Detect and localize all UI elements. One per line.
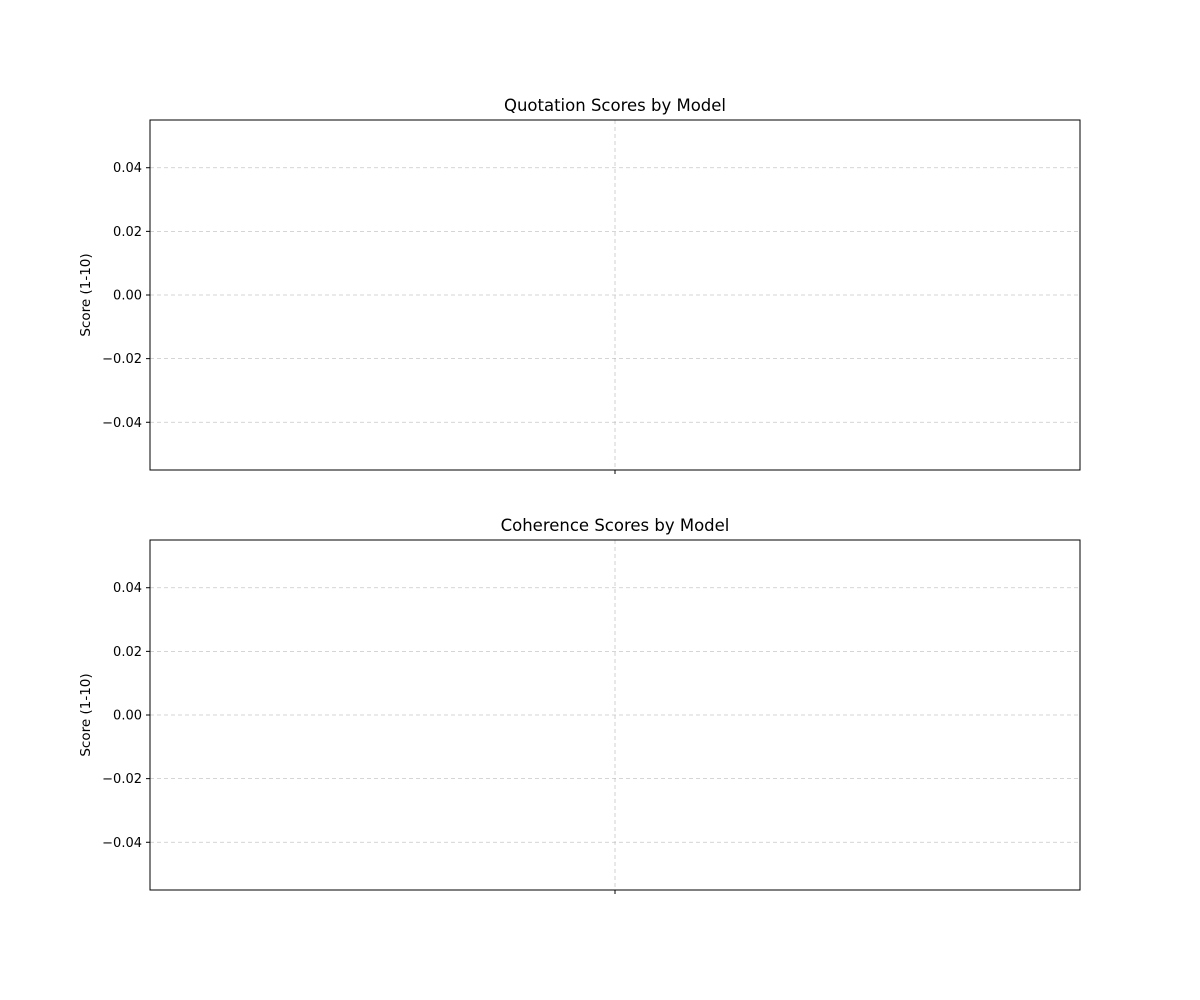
y-tick-label: 0.04 [113,581,142,596]
coherence-scores-chart: Coherence Scores by Model Score (1-10) 0… [78,516,1081,894]
gridlines [150,120,1080,470]
gridlines [150,540,1080,890]
y-tick-label: −0.04 [102,416,142,431]
quotation-scores-chart: Quotation Scores by Model Score (1-10) 0… [78,96,1081,474]
y-tick-label: −0.04 [102,836,142,851]
y-tick-label: −0.02 [102,352,142,367]
chart-title: Quotation Scores by Model [504,96,726,115]
y-ticks: 0.04 0.02 0.00 −0.02 −0.04 [102,581,150,851]
y-axis-label: Score (1-10) [78,673,94,756]
y-tick-label: 0.00 [113,289,142,304]
y-tick-label: 0.00 [113,709,142,724]
y-tick-label: 0.02 [113,225,142,240]
y-axis-label: Score (1-10) [78,253,94,336]
y-tick-label: −0.02 [102,772,142,787]
y-tick-label: 0.04 [113,161,142,176]
chart-title: Coherence Scores by Model [501,516,730,535]
y-ticks: 0.04 0.02 0.00 −0.02 −0.04 [102,161,150,431]
y-tick-label: 0.02 [113,645,142,660]
